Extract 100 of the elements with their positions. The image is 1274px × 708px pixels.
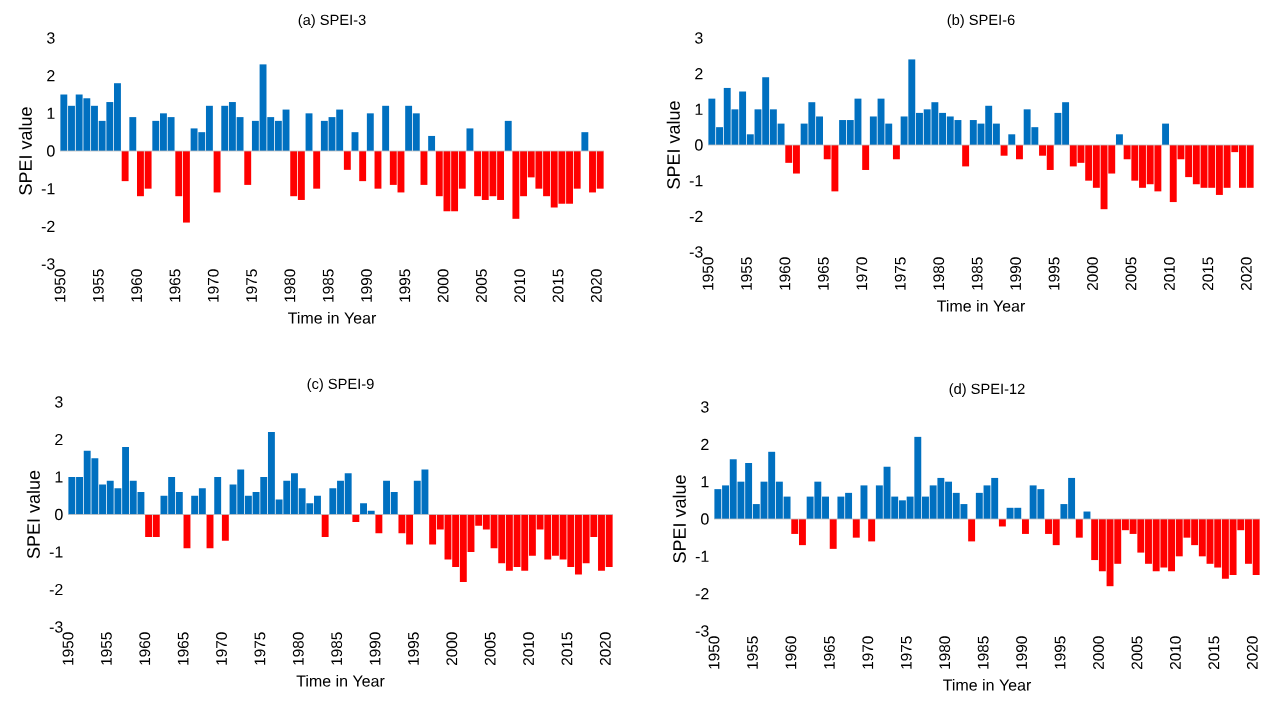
bar xyxy=(129,117,137,152)
y-axis-title: SPEI value xyxy=(26,470,40,559)
x-tick-label: 2000 xyxy=(446,632,458,666)
y-tick-label: 3 xyxy=(47,32,55,44)
y-tick-label: 1 xyxy=(47,107,55,119)
x-tick-label: 1955 xyxy=(92,269,104,302)
bar xyxy=(1162,123,1170,145)
y-tick-label: -2 xyxy=(695,588,709,600)
x-tick-label: 1985 xyxy=(971,257,983,290)
x-tick-label: 2000 xyxy=(1087,257,1098,291)
bar xyxy=(1008,134,1016,145)
x-tick-label: 1980 xyxy=(933,257,945,290)
y-tick-label: 2 xyxy=(701,438,709,450)
x-tick-label: 1960 xyxy=(131,269,143,302)
y-tick-label: 0 xyxy=(47,145,55,157)
bar xyxy=(213,151,221,193)
bar xyxy=(359,151,367,182)
x-tick-label: 1980 xyxy=(292,632,304,665)
y-tick-label: -1 xyxy=(695,550,709,562)
bar xyxy=(313,151,321,189)
x-tick-label: 2015 xyxy=(1202,257,1214,291)
y-tick-label: -3 xyxy=(41,258,55,270)
y-tick-label: -1 xyxy=(689,175,703,187)
x-tick-label: 1975 xyxy=(900,636,912,669)
x-tick-label: 1975 xyxy=(246,269,257,302)
x-tick-label: 1980 xyxy=(284,269,296,302)
x-tick-label: 1990 xyxy=(1010,257,1022,290)
x-tick-label: 1980 xyxy=(939,636,951,669)
x-tick-label: 1990 xyxy=(369,632,381,665)
y-tick-label: -1 xyxy=(49,546,63,558)
y-tick-label: 2 xyxy=(55,433,63,446)
bar xyxy=(1115,134,1123,145)
bar xyxy=(466,128,474,152)
x-axis-title: Time in Year xyxy=(943,678,1032,691)
x-tick-label: 1955 xyxy=(741,257,752,290)
y-tick-label: 0 xyxy=(701,513,709,525)
y-axis-title: SPEI value xyxy=(18,107,32,195)
x-tick-label: 1985 xyxy=(977,636,989,669)
bar xyxy=(352,514,360,522)
bar xyxy=(1021,519,1029,534)
y-tick-label: -3 xyxy=(689,246,703,258)
bar xyxy=(1000,145,1008,156)
y-tick-label: 2 xyxy=(47,70,55,82)
x-axis-title: Time in Year xyxy=(296,674,385,687)
x-tick-label: 1995 xyxy=(1048,257,1060,290)
chart-title: (a) SPEI-3 xyxy=(298,14,366,28)
bar xyxy=(862,145,870,170)
x-tick-label: 1985 xyxy=(322,269,334,302)
x-tick-label: 1955 xyxy=(100,632,112,665)
bar xyxy=(852,519,860,538)
y-tick-label: -3 xyxy=(49,621,63,633)
y-tick-label: 1 xyxy=(701,476,709,488)
y-tick-label: -3 xyxy=(695,625,709,637)
bar xyxy=(962,145,970,167)
x-tick-label: 1965 xyxy=(823,636,835,669)
y-tick-label: -2 xyxy=(41,220,55,232)
bar xyxy=(244,151,252,185)
x-tick-label: 1985 xyxy=(331,632,343,665)
x-tick-label: 1970 xyxy=(207,269,219,302)
x-tick-label: 1960 xyxy=(779,257,791,290)
y-tick-label: 2 xyxy=(695,68,703,80)
x-tick-label: 2000 xyxy=(1093,636,1104,670)
y-tick-label: -2 xyxy=(689,210,703,222)
bar xyxy=(829,519,837,549)
bar xyxy=(121,151,129,182)
x-tick-label: 2000 xyxy=(437,269,449,303)
x-tick-label: 1950 xyxy=(708,636,720,669)
y-tick-label: 1 xyxy=(55,471,63,483)
x-tick-label: 1960 xyxy=(139,632,151,665)
x-tick-label: 2005 xyxy=(484,632,496,666)
x-tick-label: 1975 xyxy=(254,632,266,665)
y-tick-label: -2 xyxy=(49,583,63,596)
chart-title: (c) SPEI-9 xyxy=(307,378,374,392)
bar xyxy=(428,135,436,152)
x-tick-label: 2010 xyxy=(523,632,534,666)
bar xyxy=(1075,519,1083,538)
y-tick-label: -1 xyxy=(41,183,55,195)
bar xyxy=(375,514,383,534)
chart-title: (b) SPEI-6 xyxy=(947,14,1015,28)
bar xyxy=(892,145,900,160)
x-tick-label: 1950 xyxy=(62,632,74,665)
x-tick-label: 1965 xyxy=(169,269,181,302)
x-tick-label: 2005 xyxy=(1125,257,1137,291)
x-tick-label: 2020 xyxy=(1240,257,1252,291)
bar xyxy=(1016,145,1023,160)
y-tick-label: 0 xyxy=(55,508,63,521)
x-tick-label: 1995 xyxy=(408,632,419,665)
x-tick-label: 2010 xyxy=(1163,257,1175,291)
x-tick-label: 2015 xyxy=(561,632,573,666)
y-tick-label: 3 xyxy=(695,32,703,44)
y-tick-label: 1 xyxy=(695,103,703,115)
y-axis-title: SPEI value xyxy=(666,101,680,189)
x-tick-label: 2005 xyxy=(475,269,487,303)
x-tick-label: 1955 xyxy=(747,636,758,669)
x-tick-label: 1950 xyxy=(702,257,714,290)
x-tick-label: 1970 xyxy=(216,632,227,665)
x-tick-label: 2015 xyxy=(1208,636,1220,670)
bar xyxy=(221,514,229,541)
x-tick-label: 1990 xyxy=(361,269,372,302)
x-tick-label: 2005 xyxy=(1131,636,1143,670)
